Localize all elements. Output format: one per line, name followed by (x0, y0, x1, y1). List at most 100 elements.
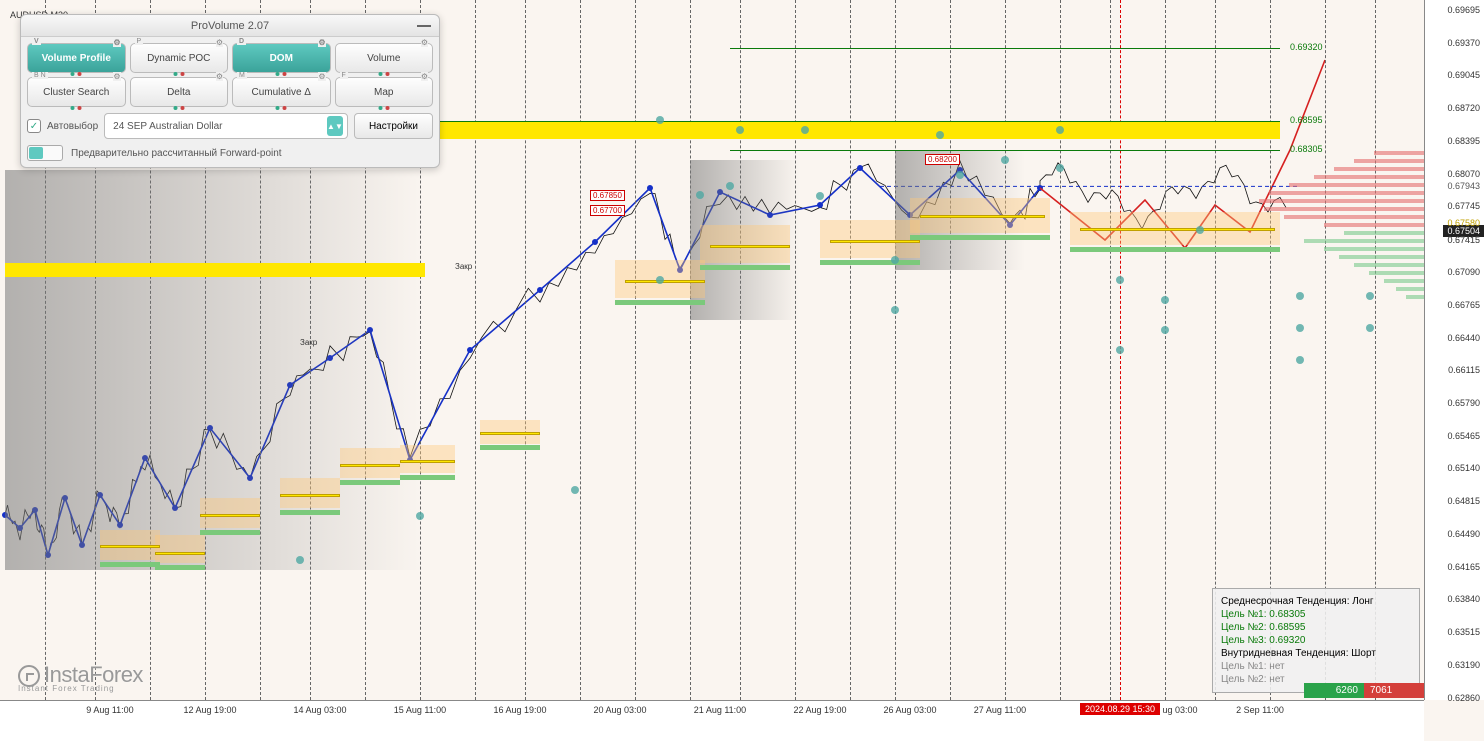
dom-profile-bar (1374, 151, 1424, 155)
sell-quote: 7061 (1364, 683, 1424, 698)
panel-tab[interactable]: D⚙DOM (232, 43, 331, 73)
gear-icon[interactable]: ⚙ (421, 72, 428, 81)
settings-button[interactable]: Настройки (354, 113, 433, 139)
yellow-thin-line (200, 514, 260, 517)
tab-shortcut: F (340, 72, 348, 79)
gear-icon[interactable]: ⚙ (113, 72, 120, 81)
grid-vline (950, 0, 951, 700)
teal-marker (801, 126, 809, 134)
tab-label: DOM (270, 53, 293, 64)
y-tick: 0.66440 (1447, 333, 1480, 343)
panel-tab[interactable]: F⚙Map (335, 77, 434, 107)
instaforex-logo: InstaForex Instant Forex Trading (18, 662, 143, 693)
green-zone (480, 445, 540, 450)
dom-profile-bar (1339, 255, 1424, 259)
yellow-thin-line (710, 245, 790, 248)
panel-tab[interactable]: B N⚙Cluster Search (27, 77, 126, 107)
teal-marker (1116, 276, 1124, 284)
teal-marker (936, 131, 944, 139)
dom-profile-bar (1344, 231, 1424, 235)
teal-marker (296, 556, 304, 564)
target-3: Цель №3: 0.69320 (1221, 635, 1411, 646)
annotation-label: Закр (300, 338, 317, 347)
panel-tab[interactable]: V⚙Volume Profile (27, 43, 126, 73)
yellow-thin-line (480, 432, 540, 435)
teal-marker (891, 256, 899, 264)
gear-icon[interactable]: ⚙ (318, 38, 325, 47)
orange-zone (820, 220, 920, 258)
tab-label: Volume Profile (42, 53, 111, 64)
green-zone (615, 300, 705, 305)
panel-titlebar[interactable]: ProVolume 2.07 (21, 15, 439, 37)
gear-icon[interactable]: ⚙ (113, 38, 120, 47)
panel-tab[interactable]: P⚙Dynamic POC (130, 43, 229, 73)
gear-icon[interactable]: ⚙ (421, 38, 428, 47)
tab-shortcut: P (135, 38, 144, 45)
y-tick: 0.68395 (1447, 136, 1480, 146)
dom-profile-bar (1264, 207, 1424, 211)
x-tick: ug 03:00 (1162, 705, 1197, 715)
teal-marker (1366, 292, 1374, 300)
minimize-icon[interactable] (417, 25, 431, 27)
y-tick: 0.64165 (1447, 562, 1480, 572)
target-label: 0.69320 (1290, 42, 1323, 52)
teal-marker (1001, 156, 1009, 164)
x-tick: 16 Aug 19:00 (493, 705, 546, 715)
provolume-panel[interactable]: ProVolume 2.07 V⚙Volume ProfileP⚙Dynamic… (20, 14, 440, 168)
x-tick: 27 Aug 11:00 (974, 705, 1026, 715)
orange-zone (340, 448, 400, 478)
grid-vline (895, 0, 896, 700)
y-tick: 0.63840 (1447, 594, 1480, 604)
dom-profile-bar (1334, 167, 1424, 171)
y-extra-label: 0.67943 (1447, 181, 1480, 191)
teal-marker (956, 171, 964, 179)
y-tick: 0.63190 (1447, 660, 1480, 670)
grid-vline (1165, 0, 1166, 700)
yellow-zone (430, 121, 1280, 139)
dom-profile-bar (1284, 215, 1424, 219)
y-tick: 0.69045 (1447, 70, 1480, 80)
midterm-trend: Среднесрочная Тенденция: Лонг (1221, 596, 1411, 607)
x-tick: 22 Aug 19:00 (793, 705, 846, 715)
green-zone (340, 480, 400, 485)
teal-marker (1056, 164, 1064, 172)
y-extra-label: 0.67580 (1447, 218, 1480, 228)
teal-marker (656, 116, 664, 124)
dom-profile-bar (1314, 175, 1424, 179)
tab-label: Delta (167, 87, 190, 98)
grid-vline (475, 0, 476, 700)
gear-icon[interactable]: ⚙ (216, 72, 223, 81)
grid-vline (795, 0, 796, 700)
tab-label: Volume (367, 53, 400, 64)
dropdown-arrow-icon[interactable]: ▲▼ (327, 116, 343, 136)
y-tick: 0.67090 (1447, 267, 1480, 277)
panel-tab[interactable]: ⚙Delta (130, 77, 229, 107)
forward-point-toggle[interactable] (27, 145, 63, 161)
y-tick: 0.64815 (1447, 496, 1480, 506)
yellow-thin-line (280, 494, 340, 497)
gear-icon[interactable]: ⚙ (318, 72, 325, 81)
green-zone (155, 565, 205, 570)
y-tick: 0.65465 (1447, 431, 1480, 441)
panel-tab[interactable]: M⚙Cumulative Δ (232, 77, 331, 107)
tab-shortcut: B N (32, 72, 48, 79)
autoselect-checkbox[interactable]: ✓ (27, 119, 41, 133)
yellow-thin-line (400, 460, 455, 463)
panel-tab[interactable]: ⚙Volume (335, 43, 434, 73)
gear-icon[interactable]: ⚙ (216, 38, 223, 47)
y-tick: 0.62860 (1447, 693, 1480, 703)
y-tick: 0.68070 (1447, 169, 1480, 179)
target-1: Цель №1: 0.68305 (1221, 609, 1411, 620)
green-zone (700, 265, 790, 270)
teal-marker (1161, 296, 1169, 304)
teal-marker (696, 191, 704, 199)
target-label: 0.68305 (1290, 144, 1323, 154)
teal-marker (726, 182, 734, 190)
panel-title: ProVolume 2.07 (191, 20, 269, 32)
green-zone (280, 510, 340, 515)
yellow-thin-line (830, 240, 920, 243)
orange-zone (400, 445, 455, 473)
y-tick: 0.66765 (1447, 300, 1480, 310)
instrument-dropdown[interactable]: 24 SEP Australian Dollar ▲▼ (104, 113, 348, 139)
y-tick: 0.69695 (1447, 5, 1480, 15)
